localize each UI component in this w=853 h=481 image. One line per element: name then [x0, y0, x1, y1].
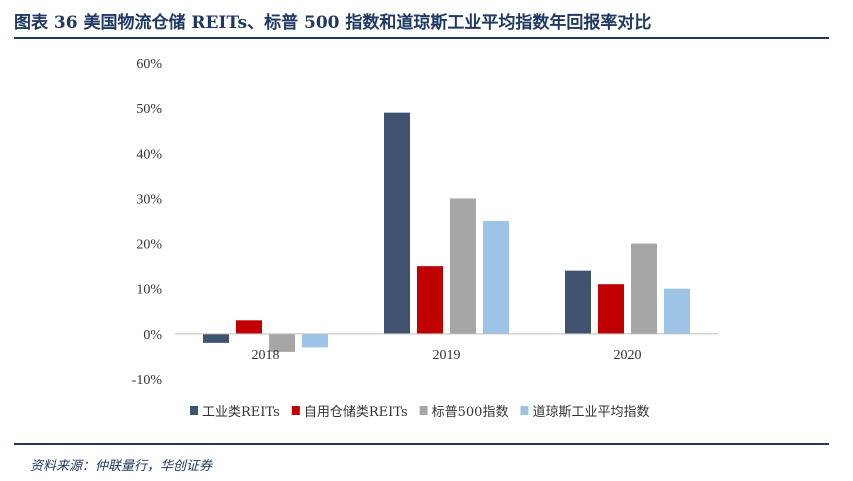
- y-tick-label: -10%: [132, 373, 163, 388]
- source-note: 资料来源：仲联量行，华创证券: [30, 459, 213, 474]
- y-tick-label: 60%: [136, 57, 162, 72]
- bar-2018-series-1: [236, 320, 262, 334]
- bar-2019-series-1: [417, 266, 443, 334]
- bar-2019-series-3: [483, 221, 509, 334]
- legend-label: 道琼斯工业平均指数: [532, 405, 649, 420]
- y-tick-label: 0%: [143, 328, 162, 343]
- chart-title: 图表 36 美国物流仓储 REITs、标普 500 指数和道琼斯工业平均指数年回…: [14, 13, 652, 33]
- bar-chart: 60% 50% 40% 30% 20% 10% 0% -10% 2018 2019 2020 工业…: [132, 57, 718, 420]
- legend-swatch: [419, 406, 428, 415]
- legend-swatch: [520, 406, 529, 415]
- bar-2020-series-1: [598, 284, 624, 334]
- y-axis-ticks: 60% 50% 40% 30% 20% 10% 0% -10%: [132, 57, 163, 388]
- y-tick-label: 20%: [136, 238, 162, 253]
- title-divider: [14, 37, 829, 39]
- y-tick-label: 40%: [136, 147, 162, 162]
- bars-group: [203, 112, 690, 352]
- bar-2020-series-2: [631, 243, 657, 334]
- legend-swatch: [190, 406, 198, 415]
- x-tick-label: 2020: [614, 348, 642, 363]
- footer-divider: [14, 443, 829, 445]
- legend-swatch: [291, 406, 300, 415]
- bar-2018-series-2: [269, 333, 295, 352]
- bar-2018-series-3: [302, 333, 328, 348]
- bar-2019-series-2: [450, 198, 476, 334]
- bar-2020-series-0: [565, 270, 591, 334]
- bar-2020-series-3: [664, 288, 690, 334]
- y-tick-label: 10%: [136, 283, 162, 298]
- bar-2019-series-0: [384, 112, 410, 334]
- legend-label: 自用仓储类REITs: [304, 405, 408, 420]
- bar-2018-series-0: [203, 333, 229, 343]
- x-axis-ticks: 2018 2019 2020: [252, 348, 642, 363]
- y-tick-label: 30%: [136, 192, 162, 207]
- y-tick-label: 50%: [136, 102, 162, 117]
- legend: 工业类REITs 自用仓储类REITs 标普500指数 道琼斯工业平均指数: [190, 405, 649, 420]
- legend-label: 工业类REITs: [202, 405, 280, 420]
- x-tick-label: 2019: [433, 348, 461, 363]
- legend-label: 标普500指数: [432, 405, 509, 420]
- x-tick-label: 2018: [252, 348, 280, 363]
